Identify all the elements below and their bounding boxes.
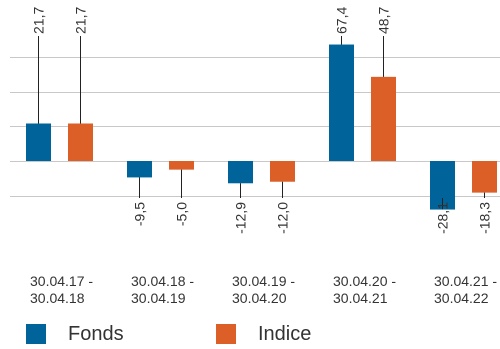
bar-indice-2 <box>270 161 295 182</box>
bar-fonds-2 <box>228 161 253 184</box>
value-label: 21,7 <box>73 7 89 34</box>
value-label: -12,0 <box>275 202 291 234</box>
bar-indice-1 <box>169 161 194 170</box>
bar-indice-4 <box>472 161 497 193</box>
x-tick-label: 30.04.17 - <box>30 273 93 289</box>
value-label: 21,7 <box>31 7 47 34</box>
bar-indice-3 <box>371 76 396 161</box>
bar-indice-0 <box>68 123 93 161</box>
bars <box>26 44 497 210</box>
legend-swatch-fonds <box>26 324 46 344</box>
x-tick-label: 30.04.18 - <box>131 273 194 289</box>
legend-label-indice: Indice <box>258 323 312 345</box>
bar-fonds-3 <box>329 44 354 161</box>
x-tick-label: 30.04.19 <box>131 290 186 306</box>
x-tick-label: 30.04.20 <box>232 290 287 306</box>
legend: Fonds Indice <box>0 324 500 348</box>
value-label: 67,4 <box>334 7 350 34</box>
legend-swatch-indice <box>216 324 236 344</box>
legend-item-indice: Indice <box>216 324 311 344</box>
value-label: -5,0 <box>174 202 190 226</box>
x-tick-label: 30.04.18 <box>30 290 85 306</box>
value-label: -12,9 <box>233 202 249 234</box>
value-label: -18,3 <box>477 202 493 234</box>
x-tick-label: 30.04.19 - <box>232 273 295 289</box>
value-label: -9,5 <box>132 202 148 226</box>
x-tick-label: 30.04.20 - <box>333 273 396 289</box>
value-labels: 21,7 -9,5 -12,9 67,4 -28,1 21,7 -5,0 -12,0 48,7 -… <box>31 7 493 234</box>
x-tick-labels: 30.04.17 -30.04.18 30.04.18 -30.04.19 30.0… <box>30 273 497 306</box>
legend-item-fonds: Fonds <box>26 324 124 344</box>
value-label: 48,7 <box>376 7 392 34</box>
x-tick-label: 30.04.22 <box>434 290 489 306</box>
legend-label-fonds: Fonds <box>68 323 124 345</box>
x-tick-label: 30.04.21 - <box>434 273 497 289</box>
bar-fonds-1 <box>127 161 152 178</box>
x-tick-label: 30.04.21 <box>333 290 388 306</box>
bar-fonds-0 <box>26 123 51 161</box>
value-label: -28,1 <box>435 202 451 234</box>
label-leader-lines <box>38 36 485 210</box>
